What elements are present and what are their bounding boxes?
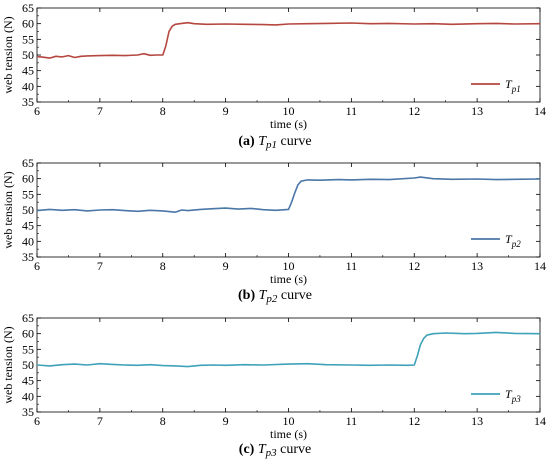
x-tick-label: 12 <box>408 414 420 428</box>
x-tick-label: 8 <box>160 104 166 118</box>
y-tick-label: 65 <box>22 1 34 15</box>
y-tick-label: 45 <box>22 219 34 233</box>
y-tick-label: 55 <box>22 32 34 46</box>
y-tick-label: 45 <box>22 374 34 388</box>
panel-caption: (a) Tp1 curve <box>238 134 311 151</box>
x-tick-label: 8 <box>160 259 166 273</box>
y-tick-label: 50 <box>22 48 34 62</box>
x-tick-label: 14 <box>534 104 546 118</box>
x-tick-label: 9 <box>223 104 229 118</box>
x-tick-label: 11 <box>346 104 358 118</box>
panel-caption: (c) Tp3 curve <box>239 442 311 459</box>
y-tick-label: 40 <box>22 79 34 93</box>
x-tick-label: 10 <box>283 104 295 118</box>
legend-label: Tp3 <box>505 387 521 404</box>
y-tick-label: 55 <box>22 187 34 201</box>
panel-caption: (b) Tp2 curve <box>238 288 312 305</box>
y-tick-label: 55 <box>22 342 34 356</box>
x-tick-label: 13 <box>471 414 483 428</box>
y-tick-label: 65 <box>22 156 34 170</box>
y-axis-label: web tension (N) <box>1 171 15 248</box>
x-tick-label: 12 <box>408 259 420 273</box>
series-line-tp1 <box>36 21 541 59</box>
x-tick-label: 13 <box>471 104 483 118</box>
x-axis-label: time (s) <box>270 427 307 441</box>
x-tick-label: 7 <box>97 414 103 428</box>
y-tick-label: 35 <box>22 95 34 109</box>
y-tick-label: 45 <box>22 64 34 78</box>
x-tick-label: 9 <box>223 259 229 273</box>
x-axis-label: time (s) <box>270 272 307 286</box>
y-tick-label: 50 <box>22 203 34 217</box>
x-tick-label: 7 <box>97 104 103 118</box>
x-tick-label: 6 <box>34 104 40 118</box>
y-tick-label: 40 <box>22 234 34 248</box>
x-tick-label: 11 <box>346 259 358 273</box>
y-axis-label: web tension (N) <box>1 16 15 93</box>
y-tick-label: 60 <box>22 17 34 31</box>
x-tick-label: 14 <box>534 259 546 273</box>
x-tick-label: 10 <box>283 259 295 273</box>
x-tick-label: 8 <box>160 414 166 428</box>
x-tick-label: 9 <box>223 414 229 428</box>
x-tick-label: 7 <box>97 259 103 273</box>
y-tick-label: 40 <box>22 389 34 403</box>
x-tick-label: 11 <box>346 414 358 428</box>
series-line-tp3 <box>36 331 541 368</box>
x-tick-label: 10 <box>283 414 295 428</box>
x-tick-label: 14 <box>534 414 546 428</box>
x-axis-label: time (s) <box>270 117 307 131</box>
x-tick-label: 6 <box>34 414 40 428</box>
y-tick-label: 65 <box>22 311 34 325</box>
x-tick-label: 12 <box>408 104 420 118</box>
x-tick-label: 6 <box>34 259 40 273</box>
series-line-tp2 <box>36 176 541 213</box>
y-tick-label: 35 <box>22 405 34 419</box>
x-tick-label: 13 <box>471 259 483 273</box>
y-tick-label: 35 <box>22 250 34 264</box>
y-tick-label: 60 <box>22 327 34 341</box>
legend-label: Tp2 <box>505 232 521 249</box>
y-tick-label: 50 <box>22 358 34 372</box>
y-axis-label: web tension (N) <box>1 326 15 403</box>
y-tick-label: 60 <box>22 172 34 186</box>
legend-label: Tp1 <box>505 77 521 94</box>
